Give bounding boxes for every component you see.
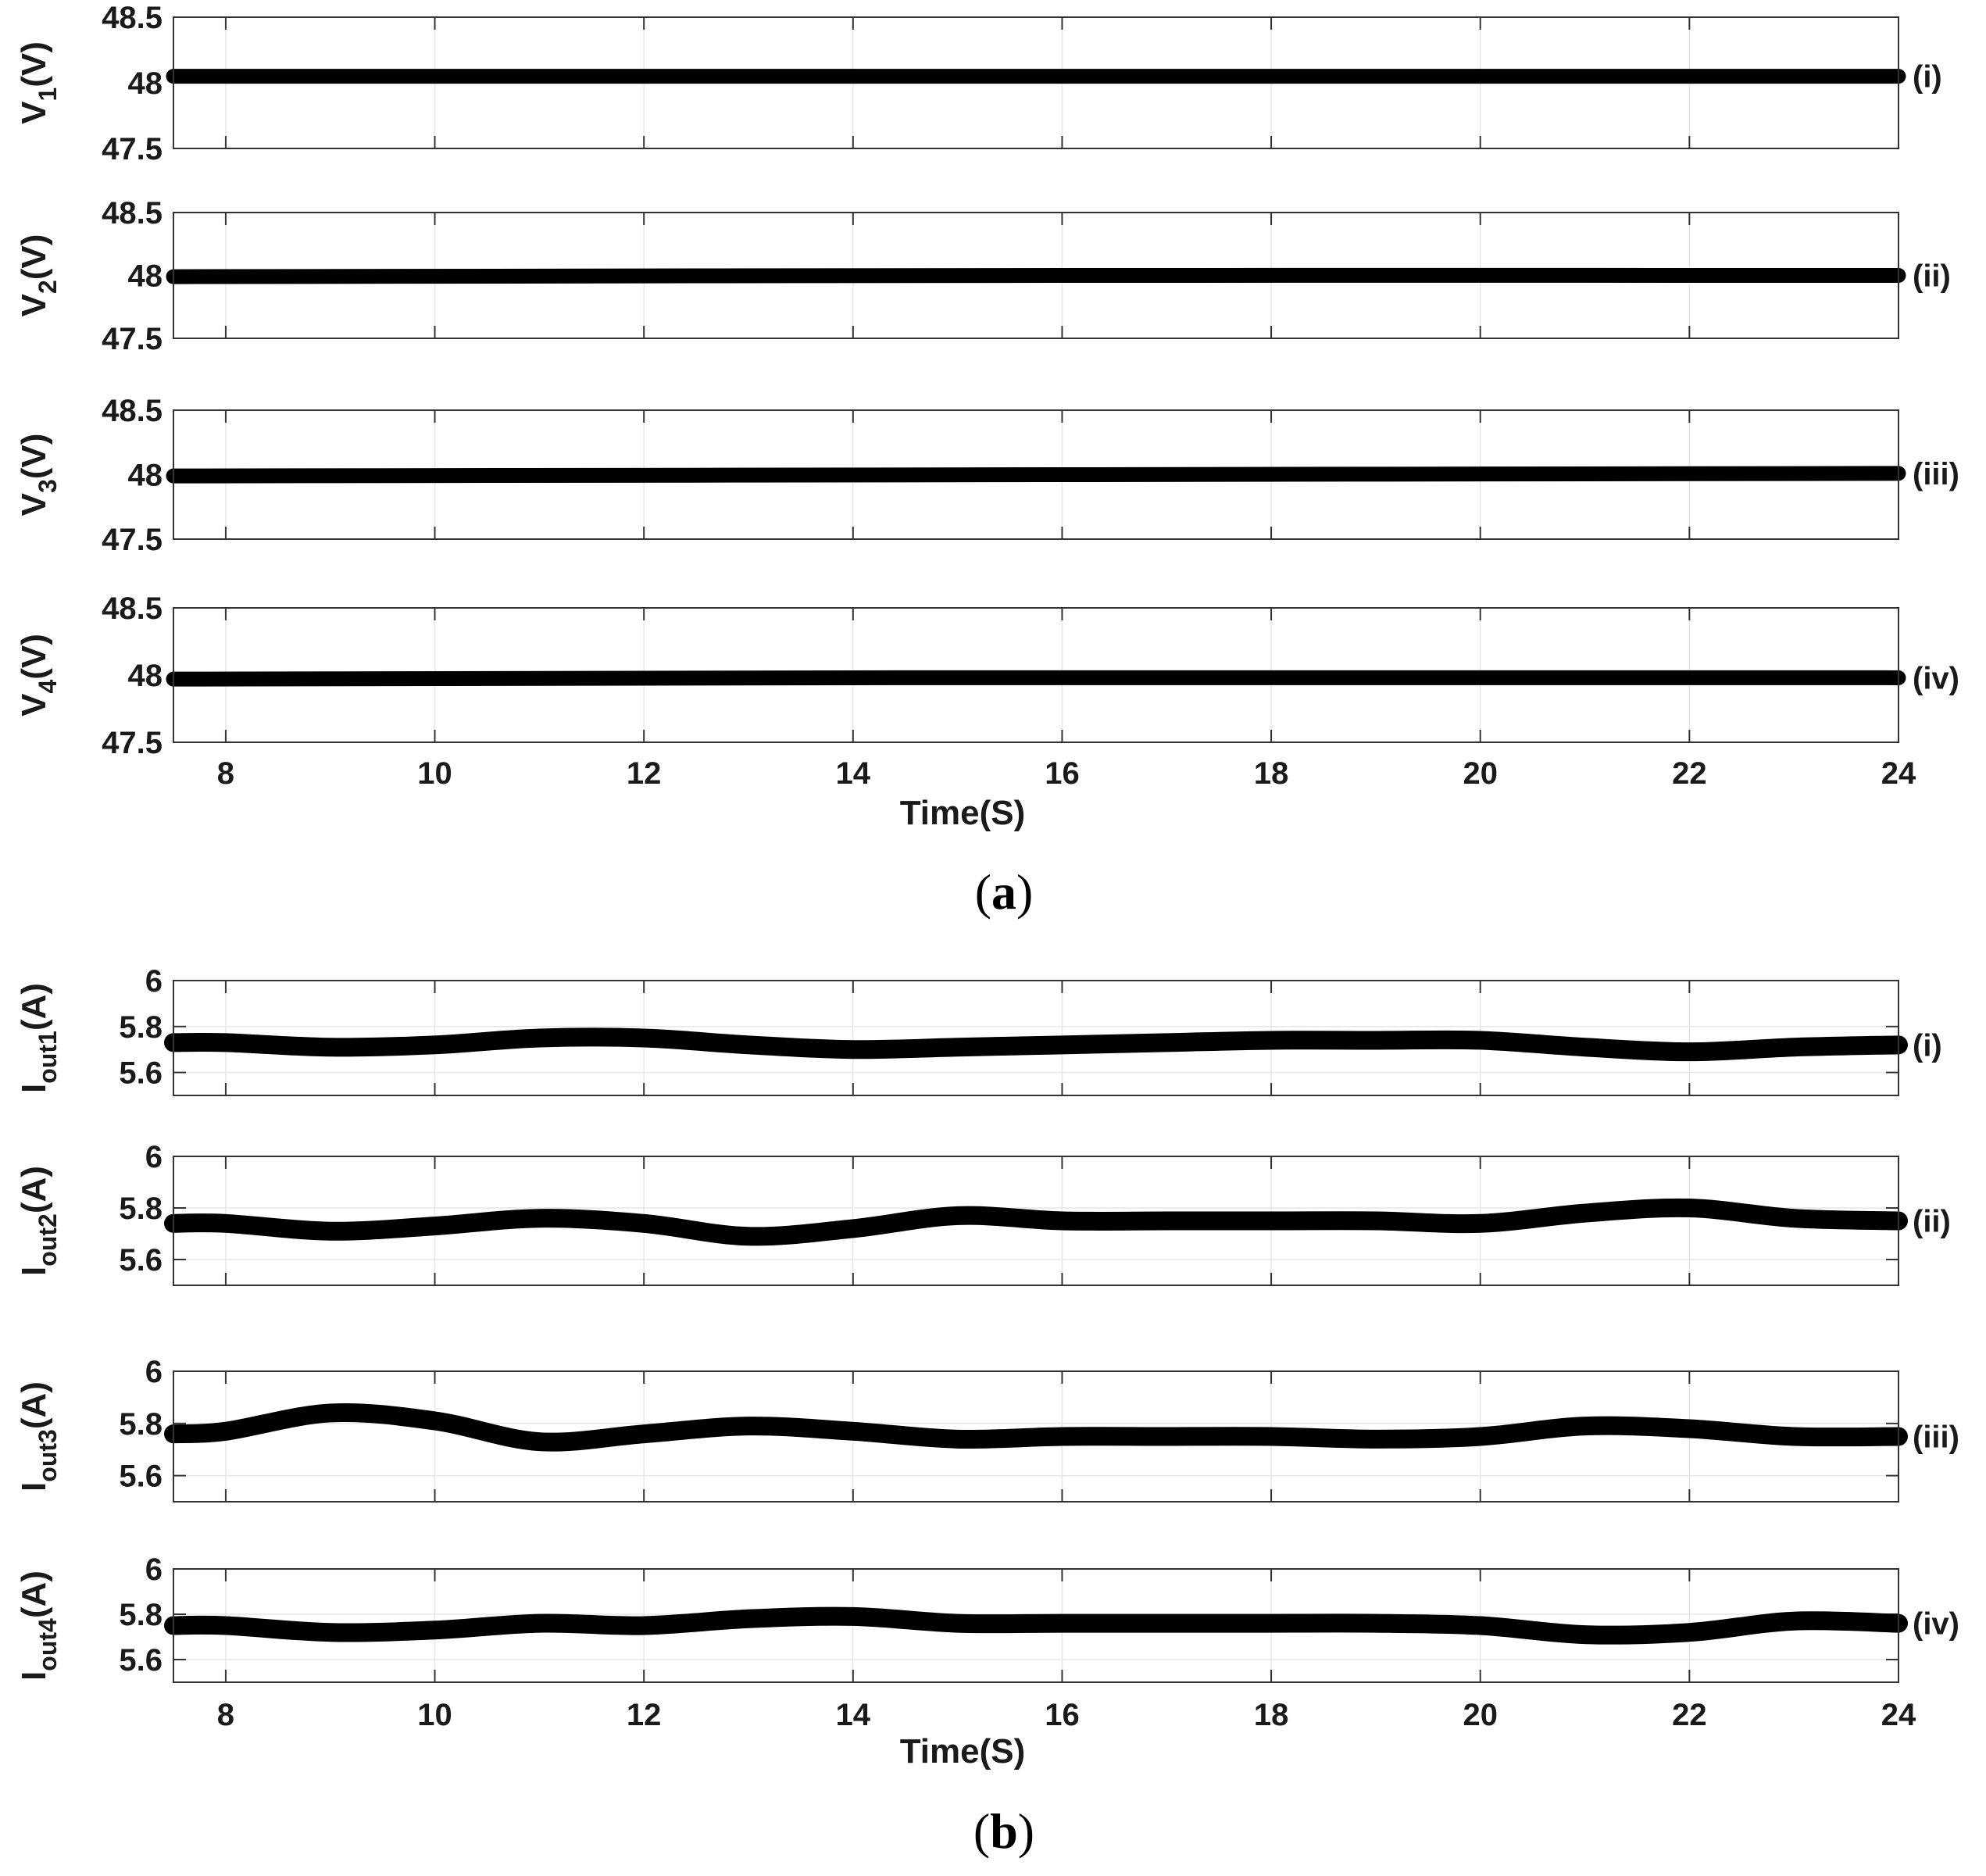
y-tick-label: 47.5 [102, 726, 163, 760]
panel-b-4: 5.6 5.8 6 Iout4(A) (iv) [15, 1553, 1959, 1683]
x-tick-label: 8 [217, 756, 234, 791]
x-tick-label: 22 [1672, 1698, 1707, 1732]
axes-frame [173, 409, 1899, 540]
axes-frame [173, 1568, 1899, 1683]
series-line [166, 670, 1906, 687]
panel-b-3: 5.6 5.8 6 Iout3(A) (iii) [15, 1355, 1959, 1503]
x-tick-label: 12 [627, 1698, 662, 1732]
figure-caption: (a) [975, 864, 1034, 920]
y-tick-label: 5.6 [119, 1460, 163, 1494]
x-tick-label: 16 [1045, 756, 1080, 791]
axes-frame [173, 212, 1899, 339]
x-tick-label: 20 [1463, 1698, 1498, 1732]
y-tick-label: 47.5 [102, 132, 163, 166]
panel-tag: (ii) [1913, 259, 1951, 294]
axes-frame [173, 980, 1899, 1096]
panel-tag: (iv) [1913, 1607, 1959, 1642]
series-line [166, 267, 1906, 284]
series-line [164, 1606, 1908, 1645]
y-axis-label: Iout1(A) [15, 983, 62, 1093]
x-tick-label: 22 [1672, 756, 1707, 791]
y-tick-label: 48.5 [102, 591, 163, 626]
x-tick-label: 24 [1881, 756, 1916, 791]
series-line [166, 466, 1906, 484]
x-axis-label: Time(S) [900, 794, 1026, 832]
x-tick-label: 10 [417, 1698, 452, 1732]
y-tick-label: 5.6 [119, 1243, 163, 1277]
x-tick-label: 10 [417, 756, 452, 791]
y-tick-label: 6 [145, 1140, 163, 1174]
y-axis-label: V4(V) [15, 634, 62, 716]
series-line [164, 1027, 1908, 1062]
y-axis-label: V1(V) [15, 41, 62, 124]
y-tick-label: 5.8 [119, 1010, 163, 1045]
x-tick-label: 18 [1254, 1698, 1289, 1732]
series-line [164, 1198, 1908, 1246]
x-tick-label: 24 [1881, 1698, 1916, 1732]
panel-a-4: 47.5 48 48.5 V4(V) (iv) [15, 591, 1959, 760]
panel-a-2: 47.5 48 48.5 V2(V) (ii) [15, 196, 1951, 356]
y-tick-label: 5.8 [119, 1598, 163, 1632]
y-tick-label: 48.5 [102, 1, 163, 35]
panel-b-2: 5.6 5.8 6 Iout2(A) (ii) [15, 1140, 1951, 1286]
x-tick-label: 18 [1254, 756, 1289, 791]
y-tick-label: 48 [128, 459, 163, 493]
panel-b-1: 5.6 5.8 6 Iout1(A) (i) [15, 964, 1942, 1096]
x-tick-label: 14 [836, 1698, 871, 1732]
y-tick-label: 48 [128, 259, 163, 294]
y-axis-label: Iout4(A) [15, 1570, 62, 1681]
y-tick-label: 48 [128, 659, 163, 693]
x-tick-label: 8 [217, 1698, 234, 1732]
y-axis-label: Iout3(A) [15, 1381, 62, 1492]
y-tick-label: 5.6 [119, 1643, 163, 1678]
y-tick-label: 5.8 [119, 1192, 163, 1226]
subfigure-b: 5.65.86Iout1(A)(i)5.65.86Iout2(A)(ii)5.6… [15, 964, 1959, 1859]
axes-frame [173, 1156, 1899, 1286]
y-tick-label: 48 [128, 66, 163, 101]
panel-tag: (i) [1913, 60, 1942, 95]
panel-a-1: 47.5 48 48.5 V1(V) (i) [15, 1, 1942, 166]
panel-tag: (ii) [1913, 1205, 1951, 1239]
y-tick-label: 48.5 [102, 196, 163, 230]
x-tick-label: 12 [627, 756, 662, 791]
figure-caption: (b) [973, 1803, 1034, 1859]
y-tick-label: 6 [145, 1553, 163, 1587]
y-axis-label: V2(V) [15, 234, 62, 317]
y-tick-label: 47.5 [102, 523, 163, 557]
y-tick-label: 6 [145, 964, 163, 999]
panel-tag: (iii) [1913, 457, 1959, 491]
y-tick-label: 48.5 [102, 394, 163, 428]
y-tick-label: 5.8 [119, 1407, 163, 1442]
x-axis-label: Time(S) [900, 1732, 1026, 1771]
panel-tag: (iv) [1913, 661, 1959, 695]
panel-tag: (iii) [1913, 1420, 1959, 1455]
panel-tag: (i) [1913, 1028, 1942, 1063]
y-axis-label: Iout2(A) [15, 1166, 62, 1276]
y-tick-label: 47.5 [102, 322, 163, 356]
axes-frame [173, 607, 1899, 743]
y-tick-label: 6 [145, 1355, 163, 1389]
series-line [164, 1403, 1908, 1452]
x-tick-label: 16 [1045, 1698, 1080, 1732]
panel-a-3: 47.5 48 48.5 V3(V) (iii) [15, 394, 1959, 557]
x-tick-label: 14 [836, 756, 871, 791]
y-axis-label: V3(V) [15, 434, 62, 516]
axes-frame [173, 1370, 1899, 1503]
y-tick-label: 5.6 [119, 1056, 163, 1091]
axes-frame [173, 16, 1899, 149]
x-tick-label: 20 [1463, 756, 1498, 791]
